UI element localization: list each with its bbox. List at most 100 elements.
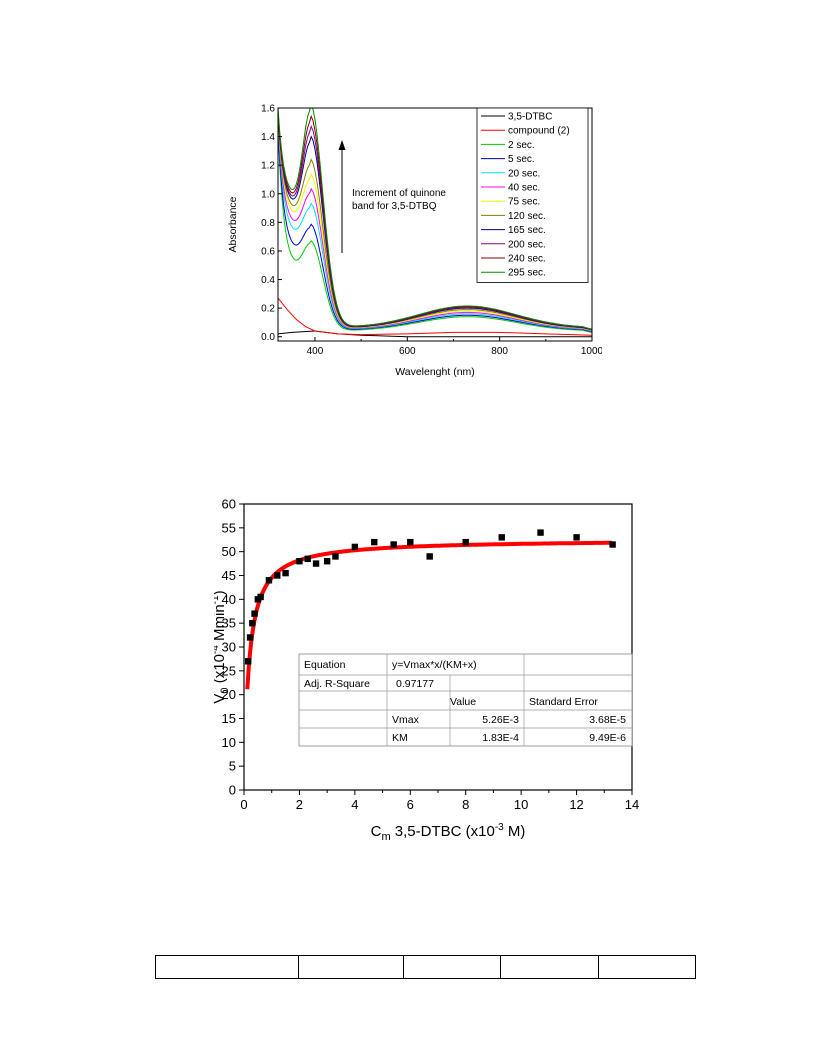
uv-vis-chart: 400 600 800 1000 0.0 0.2 0.4 0.6 0.8 1.0 1.2 1.4 1.6…	[227, 104, 602, 379]
data-point	[296, 558, 303, 565]
data-point	[407, 538, 414, 546]
data-point	[304, 555, 311, 563]
data-point	[323, 558, 331, 565]
data-point	[390, 541, 397, 548]
y-tick-label: 50	[222, 544, 236, 559]
table-row	[155, 955, 696, 979]
y-tick-label: 0.4	[261, 275, 275, 286]
x-tick-label: 8	[462, 797, 469, 812]
kinetics-chart: 0 2 4 6 8 10 12 14 0 5 10 15 20 25 30 35 40 45 50 55 60 Equat…	[214, 497, 639, 844]
y-tick-label: 25	[222, 663, 236, 678]
x-axis-label: Wavelenght (nm)	[395, 366, 475, 378]
spectrum-line-6	[278, 119, 592, 332]
x-tick-label: 1000	[581, 346, 602, 357]
y-tick-label: 0	[229, 783, 236, 798]
param-name: Vmax	[392, 714, 420, 726]
y-tick-label: 35	[222, 616, 236, 631]
y-tick-label: 1.4	[261, 132, 275, 143]
data-point	[426, 553, 433, 560]
y-tick-label: 60	[222, 497, 236, 512]
equation-label: Equation	[304, 659, 346, 671]
legend-entry: 75 sec.	[508, 197, 540, 208]
x-tick-label: 6	[407, 797, 414, 812]
param-value: 1.83E-4	[482, 732, 519, 744]
data-point	[244, 658, 252, 665]
legend-entry: 240 sec.	[508, 254, 546, 265]
param-name: KM	[392, 732, 408, 744]
y-tick-label: 20	[222, 687, 236, 702]
legend-entry: 120 sec.	[508, 211, 546, 222]
y-tick-label: 5	[229, 759, 236, 774]
y-tick-label: 55	[222, 520, 236, 535]
y-tick-label: 40	[222, 592, 236, 607]
legend-entry: 2 sec.	[508, 140, 535, 151]
spectrum-line-5	[278, 122, 592, 332]
empty-table	[155, 955, 696, 979]
spectrum-line-3	[278, 129, 592, 333]
y-tick-label: 10	[222, 735, 236, 750]
table-bg	[298, 653, 633, 747]
y-axis-label: Absorbance	[227, 196, 239, 252]
data-point	[257, 593, 264, 601]
data-point	[351, 543, 359, 551]
legend-entry: compound (2)	[508, 126, 570, 137]
data-point	[332, 553, 339, 560]
data-point	[265, 577, 273, 584]
table-cell	[598, 955, 696, 979]
x-tick-label: 600	[399, 346, 416, 357]
data-point	[251, 610, 258, 617]
y-tick-label: 45	[222, 568, 236, 583]
x-tick-label: 800	[491, 346, 508, 357]
x-tick-label: 12	[569, 797, 583, 812]
table-cell	[500, 955, 599, 979]
y-tick-label: 1.6	[261, 104, 275, 115]
param-value: 5.26E-3	[482, 714, 519, 726]
x-tick-label: 2	[296, 797, 303, 812]
data-point	[573, 534, 580, 541]
data-point	[246, 634, 254, 641]
value-header: Value	[450, 696, 476, 708]
r-square-value: 0.97177	[396, 678, 434, 690]
plot-frame	[277, 107, 593, 342]
data-point	[498, 534, 505, 541]
data-point	[609, 541, 616, 548]
legend-entry: 5 sec.	[508, 154, 535, 165]
y-tick-label: 0.2	[261, 304, 275, 315]
data-point	[282, 569, 289, 577]
equation-value: y=Vmax*x/(KM+x)	[392, 659, 477, 671]
x-tick-label: 400	[307, 346, 324, 357]
legend-entry: 3,5-DTBC	[508, 112, 552, 123]
x-tick-label: 14	[625, 797, 639, 812]
spectrum-line-7	[278, 116, 592, 331]
y-tick-label: 0.0	[261, 332, 275, 343]
spectrum-line-4	[278, 126, 592, 333]
arrow-head	[338, 140, 346, 150]
legend-entry: 165 sec.	[508, 225, 546, 236]
y-tick-label: 0.6	[261, 246, 275, 257]
data-point	[249, 619, 256, 627]
fit-results-table: Equation y=Vmax*x/(KM+x) Adj. R-Square 0.97…	[298, 653, 633, 747]
plot-area	[244, 529, 616, 690]
table-cell	[403, 955, 501, 979]
y-tick-label: 1.0	[261, 189, 275, 200]
x-tick-label: 0	[240, 797, 247, 812]
y-tick-label: 1.2	[261, 161, 275, 172]
param-se: 9.49E-6	[589, 732, 626, 744]
legend-box	[476, 107, 589, 283]
spectrum-line-1	[278, 330, 592, 338]
table-cell	[298, 955, 404, 979]
annotation-text: Increment of quinone	[352, 188, 446, 199]
y-tick-label: 15	[222, 711, 236, 726]
x-tick-label: 10	[514, 797, 528, 812]
se-header: Standard Error	[529, 696, 598, 708]
legend-entry: 295 sec.	[508, 268, 546, 279]
param-se: 3.68E-5	[589, 714, 626, 726]
data-point	[462, 538, 469, 546]
x-tick-label: 4	[351, 797, 358, 812]
y-axis-label: V0 (x10-4 Mmin-1)	[214, 590, 231, 703]
x-axis-label: Cm 3,5-DTBC (x10-3 M)	[371, 822, 526, 843]
data-point	[537, 529, 544, 536]
legend-entry: 20 sec.	[508, 168, 540, 179]
r-square-label: Adj. R-Square	[304, 678, 370, 690]
plot-area	[278, 108, 592, 338]
